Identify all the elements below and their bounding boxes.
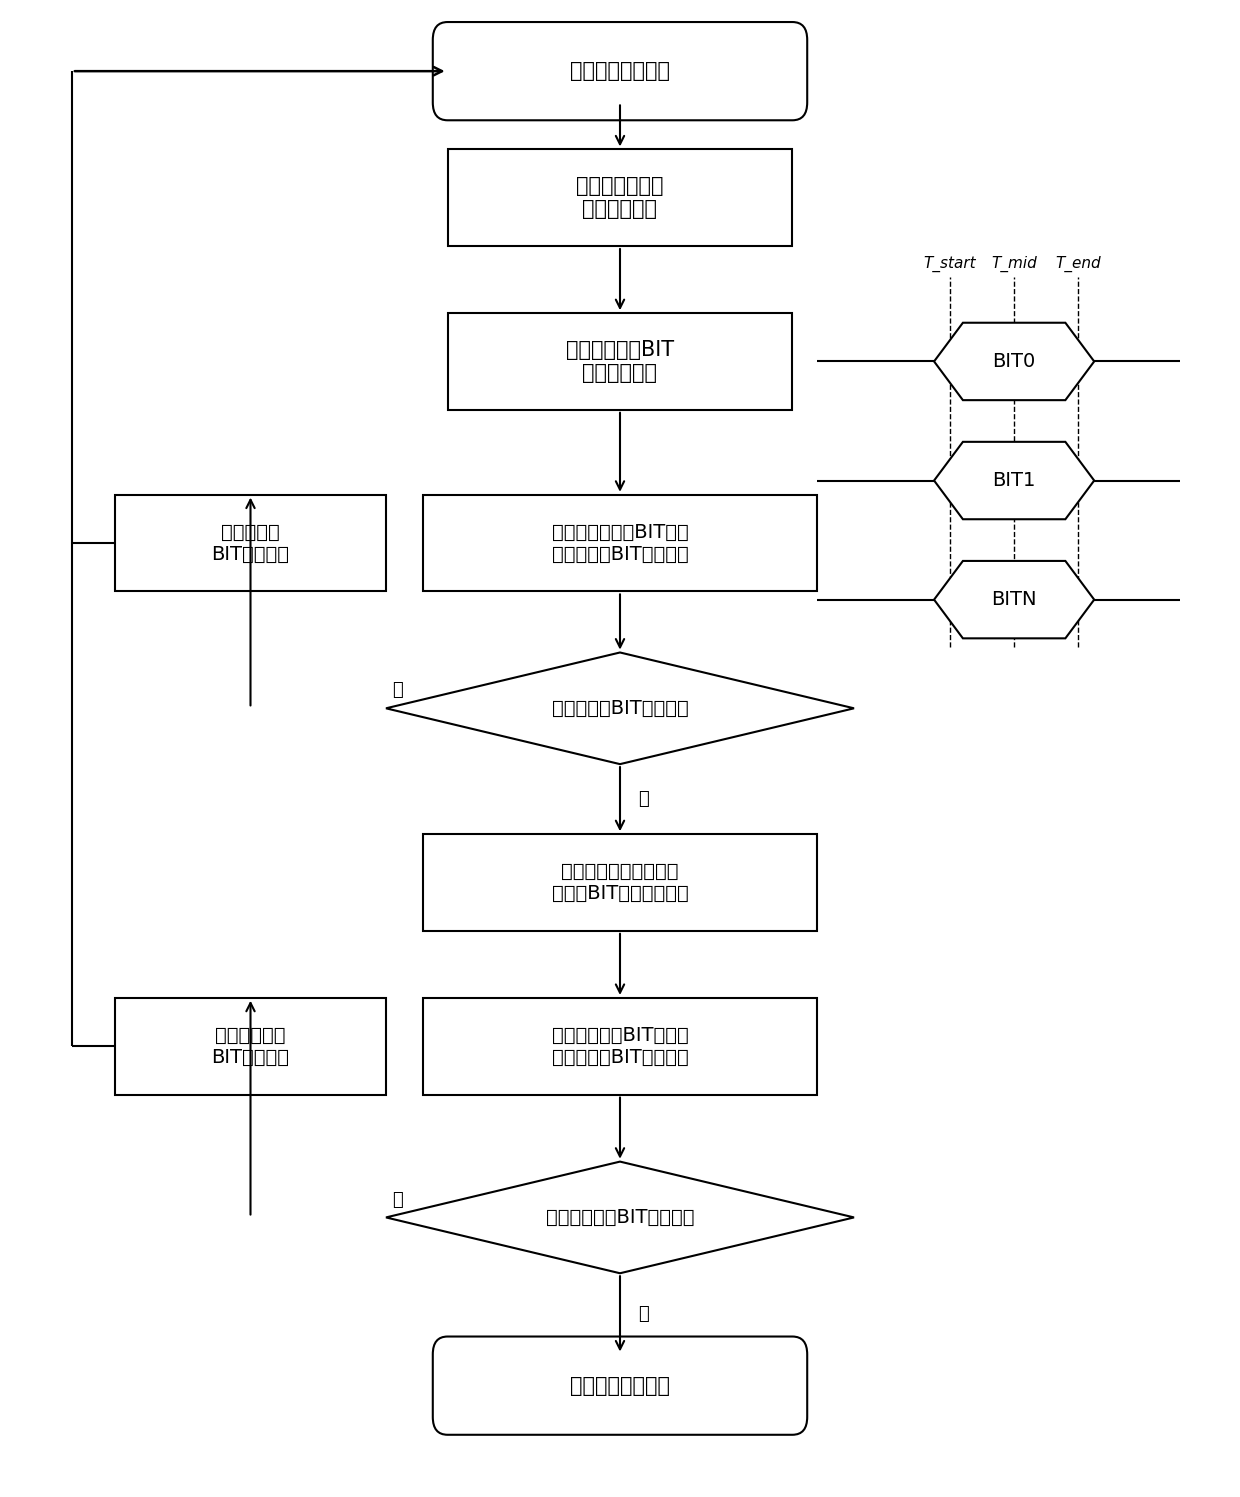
- Bar: [115, 494, 386, 591]
- Text: BITN: BITN: [992, 590, 1037, 609]
- Bar: [423, 834, 817, 931]
- Bar: [423, 998, 817, 1094]
- FancyBboxPatch shape: [433, 1337, 807, 1434]
- Text: 以主通道相应BIT作为参
考，从通道BIT按此修正: 以主通道相应BIT作为参 考，从通道BIT按此修正: [552, 1025, 688, 1067]
- Bar: [115, 998, 386, 1094]
- Text: 启动时延校准指令: 启动时延校准指令: [570, 61, 670, 81]
- Text: 上报主通道
BIT参差不齐: 上报主通道 BIT参差不齐: [212, 522, 289, 563]
- Text: 判断主从通道BIT是否对齐: 判断主从通道BIT是否对齐: [546, 1208, 694, 1228]
- Text: BIT0: BIT0: [992, 352, 1035, 371]
- Polygon shape: [386, 653, 854, 763]
- Polygon shape: [934, 442, 1094, 519]
- Text: 是: 是: [639, 790, 650, 808]
- Bar: [448, 150, 792, 246]
- Text: 上报主从通道
BIT参差不齐: 上报主从通道 BIT参差不齐: [212, 1025, 289, 1067]
- Text: 搜寻主通道每BIT
最佳采样时刻: 搜寻主通道每BIT 最佳采样时刻: [565, 340, 675, 383]
- Text: BIT1: BIT1: [992, 472, 1035, 490]
- Text: 否: 否: [392, 1190, 403, 1208]
- FancyBboxPatch shape: [433, 22, 807, 120]
- Text: 是: 是: [639, 1305, 650, 1323]
- Text: 否: 否: [392, 681, 403, 699]
- Text: 时延参数校准完成: 时延参数校准完成: [570, 1376, 670, 1395]
- Text: T_mid: T_mid: [991, 256, 1037, 272]
- Polygon shape: [386, 1162, 854, 1274]
- Text: 选取主通道某一BIT作为
参考，其余BIT按此修正: 选取主通道某一BIT作为 参考，其余BIT按此修正: [552, 522, 688, 563]
- Text: T_start: T_start: [924, 256, 976, 272]
- Text: 从通道以主通道为参考
搜寻每BIT最佳采样时刻: 从通道以主通道为参考 搜寻每BIT最佳采样时刻: [552, 862, 688, 903]
- Bar: [448, 313, 792, 410]
- Text: 多通道选取其一
作为参考通道: 多通道选取其一 作为参考通道: [577, 177, 663, 219]
- Polygon shape: [934, 561, 1094, 638]
- Text: T_end: T_end: [1055, 256, 1101, 272]
- Bar: [423, 494, 817, 591]
- Polygon shape: [934, 323, 1094, 400]
- Text: 判断主通道BIT是否对齐: 判断主通道BIT是否对齐: [552, 699, 688, 717]
